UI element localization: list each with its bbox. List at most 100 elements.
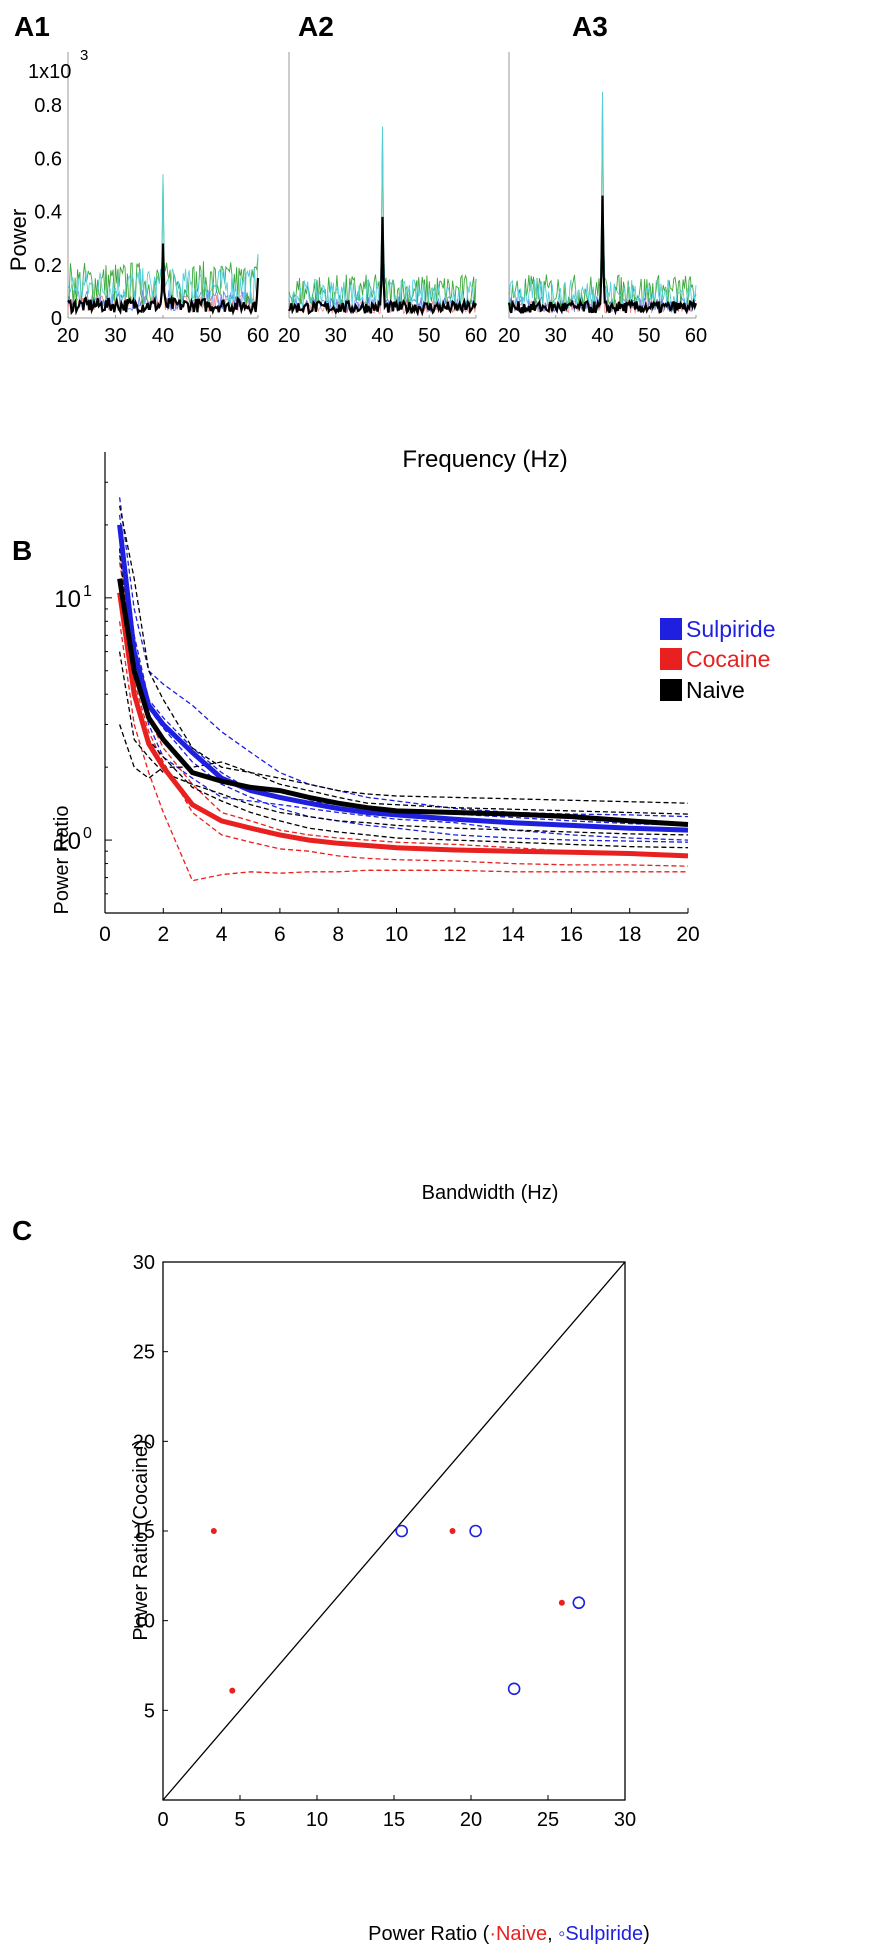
a-x-tick-label: 60 <box>247 325 269 347</box>
c-x-axis-label: Power Ratio (·Naive, ◦Sulpiride) <box>368 1923 650 1945</box>
a-x-tick-label: 30 <box>325 325 347 347</box>
b-x-tick-label: 0 <box>99 923 111 946</box>
b-x-tick-label: 14 <box>501 923 525 946</box>
a-x-tick-label: 50 <box>199 325 221 347</box>
b-x-axis-label: Bandwidth (Hz) <box>422 1182 559 1204</box>
a-y-tick-label: 0 <box>51 308 62 330</box>
c-x-tick-label: 20 <box>460 1809 482 1831</box>
panel-label-a1: A1 <box>14 11 50 42</box>
b-mean-line-naive <box>117 578 689 827</box>
c-y-tick-label: 25 <box>133 1342 155 1364</box>
c-point-sulpiride <box>507 1682 521 1696</box>
a-x-tick-label: 40 <box>152 325 174 347</box>
c-xlabel-suffix: ) <box>643 1923 650 1945</box>
b-x-tick-label: 16 <box>560 923 583 946</box>
b-x-tick-label: 2 <box>157 923 169 946</box>
panel-a3-plot: 20 30 40 50 60 <box>498 52 707 347</box>
c-point-naive <box>210 1528 217 1534</box>
panel-c-plot: 0 5 10 15 20 25 30 5 10 15 20 25 30 <box>133 1252 636 1831</box>
panel-a1-plot: 20 30 40 50 60 0 0.2 0.4 0.6 0.8 <box>34 52 269 347</box>
b-x-tick-label: 18 <box>618 923 641 946</box>
b-x-tick-label: 8 <box>332 923 344 946</box>
b-mean-line-cocaine <box>117 592 689 859</box>
c-x-tick-label: 30 <box>614 1809 636 1831</box>
c-point-naive <box>558 1599 565 1606</box>
b-individual-line-cocaine <box>118 621 688 882</box>
panel-label-b: B <box>12 535 32 566</box>
b-x-tick-label: 4 <box>216 923 228 946</box>
a-trace-mean <box>67 243 260 316</box>
b-x-tick-label: 10 <box>385 923 408 946</box>
c-point-sulpiride <box>469 1524 482 1538</box>
b-y-tick-label: 10 <box>54 586 81 613</box>
a-trace-cyan <box>67 174 259 306</box>
c-xlabel-circle-marker: ◦ <box>558 1923 565 1945</box>
c-y-tick-label: 20 <box>133 1431 155 1453</box>
a-x-tick-label: 30 <box>104 325 126 347</box>
a-x-tick-label: 20 <box>498 325 520 347</box>
c-xlabel-sep: , <box>547 1923 558 1945</box>
b-individual-line-naive <box>118 651 689 836</box>
b-x-tick-label: 6 <box>274 923 286 946</box>
a-trace-mean <box>507 195 698 316</box>
c-y-tick-label: 30 <box>133 1252 155 1274</box>
a-trace-cyan <box>508 91 697 311</box>
a-trace-cyan <box>288 126 477 311</box>
panel-label-a2: A2 <box>298 11 334 42</box>
a-y-tick-label: 0.6 <box>34 148 62 170</box>
a-x-tick-label: 40 <box>591 325 613 347</box>
c-x-tick-label: 5 <box>234 1809 245 1831</box>
c-x-tick-label: 0 <box>157 1809 168 1831</box>
b-individual-line-sulpiride <box>118 555 689 841</box>
b-y-tick-exponent: 0 <box>83 825 92 842</box>
c-xlabel-sulpiride: Sulpiride <box>565 1923 643 1945</box>
legend-label-naive: Naive <box>686 677 745 703</box>
c-diagonal-line <box>162 1261 626 1801</box>
c-y-tick-label: 5 <box>144 1700 155 1722</box>
a-x-tick-label: 20 <box>57 325 79 347</box>
b-legend: Sulpiride Cocaine Naive <box>660 616 776 703</box>
a-x-tick-label: 30 <box>545 325 567 347</box>
c-y-tick-label: 15 <box>133 1521 155 1543</box>
a-trace-mean <box>288 216 478 317</box>
b-individual-line-naive <box>118 724 689 815</box>
c-x-tick-label: 15 <box>383 1809 405 1831</box>
b-y-tick-exponent: 1 <box>83 583 92 600</box>
c-xlabel-prefix: Power Ratio ( <box>368 1923 489 1945</box>
legend-label-sulpiride: Sulpiride <box>686 616 776 642</box>
b-y-tick-label: 10 <box>54 828 81 855</box>
a-x-tick-label: 40 <box>371 325 393 347</box>
legend-swatch-sulpiride <box>660 618 682 640</box>
b-y-axis-label: Power Ratio <box>51 806 73 915</box>
c-y-tick-label: 10 <box>133 1611 155 1633</box>
c-x-tick-label: 10 <box>306 1809 328 1831</box>
panel-label-a3: A3 <box>572 11 608 42</box>
a1-scale-label: 1x10 <box>28 61 71 83</box>
legend-label-cocaine: Cocaine <box>686 646 770 672</box>
c-xlabel-dot-marker: · <box>489 1923 496 1945</box>
b-individual-line-naive <box>118 505 689 804</box>
a-x-tick-label: 50 <box>418 325 440 347</box>
panel-label-c: C <box>12 1215 32 1246</box>
c-point-naive <box>229 1687 236 1694</box>
a-y-tick-label: 0.2 <box>34 255 62 277</box>
a-x-tick-label: 60 <box>685 325 707 347</box>
c-x-tick-label: 25 <box>537 1809 559 1831</box>
a-y-axis-label: Power <box>6 209 31 271</box>
c-xlabel-naive: Naive <box>496 1923 547 1945</box>
a-x-tick-label: 50 <box>638 325 660 347</box>
b-individual-line-naive <box>118 548 689 849</box>
c-point-sulpiride <box>395 1524 409 1538</box>
a-x-axis-label: Frequency (Hz) <box>402 446 567 473</box>
b-x-tick-label: 12 <box>443 923 466 946</box>
legend-swatch-naive <box>660 679 682 701</box>
panel-a2-plot: 20 30 40 50 60 <box>278 52 487 347</box>
a-y-tick-label: 0.4 <box>34 202 62 224</box>
b-mean-line-sulpiride <box>117 524 689 833</box>
a-y-tick-label: 0.8 <box>34 95 62 117</box>
a-x-tick-label: 20 <box>278 325 300 347</box>
a-x-tick-label: 60 <box>465 325 487 347</box>
c-point-sulpiride <box>572 1596 586 1610</box>
a1-scale-exponent: 3 <box>80 47 88 64</box>
